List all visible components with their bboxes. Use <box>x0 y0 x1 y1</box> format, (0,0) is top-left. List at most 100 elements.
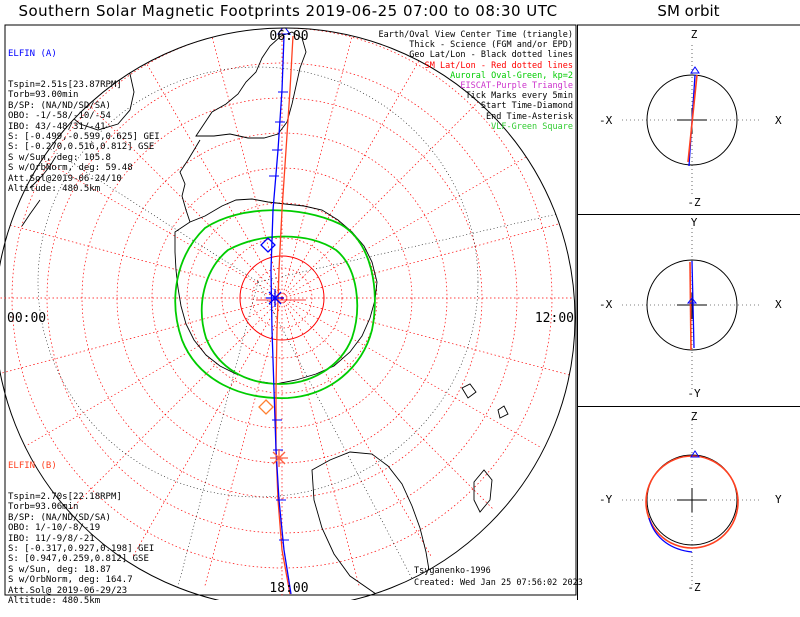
orbit-a-yz <box>648 517 693 553</box>
elfin-b-line: S w/OrbNorm, deg: 164.7 <box>8 575 133 586</box>
legend-item: Geo Lat/Lon - Black dotted lines <box>409 50 573 61</box>
elfin-b-line: OBO: 1/-10/-8/-19 <box>8 523 101 534</box>
elfin-b-line: IBO: 11/-9/8/-21 <box>8 533 95 544</box>
sm-orbit-panels: Z -Z -X X Y -Y -X X Z -Z -Y Y <box>577 24 800 600</box>
legend-item: End Time-Asterisk <box>486 111 573 122</box>
panel2-bottom: -Y <box>687 387 701 400</box>
elfin-a-line: S w/Sun, deg: 105.8 <box>8 152 111 163</box>
elfin-b-line: Torb=93.06min <box>8 502 79 513</box>
elfin-a-name: ELFIN (A) <box>8 48 57 59</box>
elfin-b-parameters: Tspin=2.70s[22.18RPM] Torb=93.06min B/SP: … <box>8 492 154 606</box>
orbit-panel-yz: Z -Z -Y Y <box>599 410 782 594</box>
auroral-oval-inner <box>200 235 359 385</box>
africa-outline <box>311 451 431 595</box>
legend-item: EISCAT-Purple Triangle <box>460 81 573 92</box>
page-title: Southern Solar Magnetic Footprints 2019-… <box>18 2 558 20</box>
panel2-left: -X <box>599 298 613 311</box>
new-zealand-outline <box>21 155 57 227</box>
auroral-oval <box>174 209 376 399</box>
elfin-a-parameters: Tspin=2.51s[23.87RPM] Torb=93.00min B/SP: … <box>8 80 160 194</box>
sm-longitude-spoke <box>204 28 283 299</box>
time-label-right: 12:00 <box>535 311 574 326</box>
elfin-a-line: S: [-0.270,0.516,0.812] GSE <box>8 142 155 153</box>
sm-longitude-spoke <box>281 147 542 299</box>
time-label-left: 00:00 <box>7 311 46 326</box>
panel3-top: Z <box>691 410 698 423</box>
elfin-a-line: IBO: 43/-48/31/-41 <box>8 121 106 132</box>
legend-item: Thick - Science (FGM and/or EPD) <box>409 40 573 51</box>
sm-longitude-spoke <box>281 28 360 299</box>
sm-longitude-spoke <box>281 220 572 299</box>
panel2-right: X <box>775 298 782 311</box>
elfin-b-line: Tspin=2.70s[22.18RPM] <box>8 492 122 503</box>
sm-longitude-spoke <box>22 297 283 449</box>
view-center-triangle-top <box>277 28 291 35</box>
elfin-a-line: B/SP: (NA/ND/SD/SA) <box>8 100 111 111</box>
orbit-a-xy <box>691 260 695 349</box>
antarctic-peninsula-outline <box>179 139 201 223</box>
south-america-outline <box>195 31 307 139</box>
legend-item: VLF-Green Square <box>491 121 573 132</box>
sm-longitude-spoke <box>0 297 283 376</box>
elfin-a-line: OBO: -1/-58/-10/-54 <box>8 111 111 122</box>
panel3-left: -Y <box>599 493 613 506</box>
elfin-b-line: S w/Sun, deg: 18.87 <box>8 564 111 575</box>
sm-longitude-spoke <box>281 297 572 376</box>
elfin-a-line: Tspin=2.51s[23.87RPM] <box>8 80 122 91</box>
elfin-b-line: S: [-0.317,0.927,0.198] GEI <box>8 544 155 555</box>
elfin-a-line: Torb=93.00min <box>8 90 79 101</box>
orbit-panel-xz: Z -Z -X X <box>599 28 782 209</box>
elfin-b-line: Att.Sol@ 2019-06-29/23 <box>8 585 128 596</box>
legend-item: Auroral Oval-Green, kp=2 <box>450 70 573 81</box>
legend-item: SM Lat/Lon - Red dotted lines <box>424 60 573 71</box>
panel3-bottom: -Z <box>687 581 701 594</box>
elfin-b-line: Altitude: 480.5km <box>8 596 101 607</box>
panel1-right: X <box>775 114 782 127</box>
indian-ocean-islands <box>461 383 509 419</box>
elfin-a-line: Att.Sol@2019-06-24/10 <box>8 173 122 184</box>
time-label-top: 06:00 <box>269 29 308 44</box>
orbit-panel-title: SM orbit <box>657 2 720 20</box>
continent-outlines <box>21 31 509 595</box>
sm-longitude-spoke <box>204 297 283 588</box>
sm-latitude-ring <box>151 167 413 429</box>
sm-longitude-spoke <box>281 297 360 588</box>
elfin-a-track <box>270 35 292 595</box>
legend-item: Start Time-Diamond <box>480 101 573 112</box>
elfin-a-info: ELFIN (A) Tspin=2.51s[23.87RPM] Torb=93.0… <box>8 28 160 205</box>
time-label-bottom: 18:00 <box>269 581 308 596</box>
geo-grid <box>4 66 575 595</box>
panel1-left: -X <box>599 114 613 127</box>
polar-footprint-plot: 06:00 18:00 00:00 12:00 <box>0 24 577 600</box>
credit-created: Created: Wed Jan 25 07:56:02 2023 <box>414 578 583 588</box>
orbit-panel-xy: Y -Y -X X <box>599 216 782 400</box>
elfin-a-line: S w/OrbNorm, deg: 59.48 <box>8 163 133 174</box>
sm-longitude-spoke <box>131 297 283 558</box>
sm-longitude-spoke <box>0 220 283 299</box>
panel3-right: Y <box>775 493 782 506</box>
elfin-a-start-diamond <box>260 237 276 253</box>
orbit-b-xy <box>689 261 692 351</box>
antarctica-outline <box>174 198 378 385</box>
sm-latitude-ring <box>251 267 313 329</box>
madagascar-outline <box>473 469 493 513</box>
polar-plot-frame <box>4 24 577 596</box>
elfin-a-line: Altitude: 480.5km <box>8 184 101 195</box>
elfin-a-tick-marks <box>269 91 289 541</box>
sm-latitude-ring <box>11 28 553 569</box>
elfin-a-end-asterisk <box>266 289 284 307</box>
globe-outline <box>0 27 576 600</box>
sm-latitude-ring <box>186 202 378 394</box>
legend-item: Tick Marks every 5min <box>465 91 573 102</box>
panel1-top: Z <box>691 28 698 41</box>
credit-author: Tsyganenko-1996 <box>414 566 491 576</box>
elfin-b-start-diamond <box>258 399 274 415</box>
panel2-top: Y <box>691 216 698 229</box>
sm-polar-cap-circle <box>239 255 325 341</box>
legend: Earth/Oval View Center Time (triangle) Th… <box>379 30 573 132</box>
sm-longitude-spoke <box>281 297 433 558</box>
panel1-bottom: -Z <box>687 196 701 209</box>
elfin-b-info: ELFIN (B) Tspin=2.70s[22.18RPM] Torb=93.0… <box>8 440 154 617</box>
elfin-b-line: B/SP: (NA/ND/SD/SA) <box>8 512 111 523</box>
orbit-b-xz <box>687 74 698 163</box>
